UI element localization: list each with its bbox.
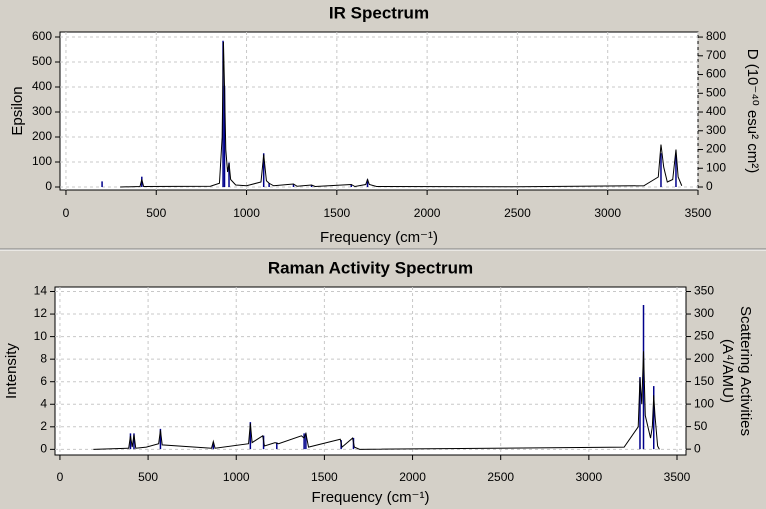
y2-tick-label: 400: [706, 104, 726, 118]
y2-tick-label: 800: [706, 29, 726, 43]
y2-tick-label: 500: [706, 85, 726, 99]
y2-tick-label: 700: [706, 48, 726, 62]
spectrum-line: [93, 351, 660, 450]
x-tick-label: 1000: [233, 206, 260, 220]
y-tick-label: 200: [32, 129, 52, 143]
x-tick-label: 3500: [664, 470, 691, 484]
x-tick-label: 0: [57, 470, 64, 484]
y2-tick-label: 150: [694, 374, 714, 388]
y2-tick-label: 100: [694, 396, 714, 410]
spectrum-line: [120, 41, 683, 188]
y-tick-label: 300: [32, 104, 52, 118]
x-tick-label: 500: [146, 206, 166, 220]
chart-title: Raman Activity Spectrum: [268, 258, 473, 277]
plot-area: [54, 286, 687, 456]
y2-tick-label: 0: [706, 179, 713, 193]
y2-axis-label: D (10⁻⁴⁰ esu² cm²): [744, 49, 761, 174]
y-tick-label: 12: [34, 306, 48, 320]
x-tick-label: 2000: [399, 470, 426, 484]
x-tick-label: 3000: [594, 206, 621, 220]
y-tick-label: 0: [45, 179, 52, 193]
chart-title: IR Spectrum: [329, 3, 429, 22]
y2-tick-label: 200: [706, 142, 726, 156]
x-tick-label: 2000: [414, 206, 441, 220]
y2-axis-label: Scattering Activities: [737, 306, 754, 436]
y2-tick-label: 0: [694, 441, 701, 455]
x-tick-label: 0: [63, 206, 70, 220]
y-tick-label: 400: [32, 79, 52, 93]
y2-tick-label: 350: [694, 284, 714, 298]
y2-tick-label: 250: [694, 329, 714, 343]
y2-tick-label: 300: [706, 123, 726, 137]
y2-tick-label: 100: [706, 160, 726, 174]
x-tick-label: 1500: [311, 470, 338, 484]
y-axis-label: Intensity: [3, 343, 20, 399]
y-tick-label: 10: [34, 329, 48, 343]
y2-tick-label: 600: [706, 67, 726, 81]
y-tick-label: 2: [40, 419, 47, 433]
y-tick-label: 0: [40, 442, 47, 456]
y-tick-label: 600: [32, 29, 52, 43]
y-tick-label: 4: [40, 396, 47, 410]
x-axis-label: Frequency (cm⁻¹): [312, 489, 430, 506]
x-tick-label: 3500: [685, 206, 712, 220]
y-tick-label: 100: [32, 154, 52, 168]
x-tick-label: 2500: [504, 206, 531, 220]
y-tick-label: 6: [40, 374, 47, 388]
y2-tick-label: 50: [694, 419, 708, 433]
x-tick-label: 3000: [576, 470, 603, 484]
x-axis-label: Frequency (cm⁻¹): [320, 229, 438, 246]
x-tick-label: 1500: [323, 206, 350, 220]
y-tick-label: 8: [40, 351, 47, 365]
y2-tick-label: 300: [694, 306, 714, 320]
x-tick-label: 500: [138, 470, 158, 484]
plot-area: [59, 31, 699, 191]
y2-axis-label: (A⁴/AMU): [719, 339, 736, 403]
x-tick-label: 2500: [487, 470, 514, 484]
x-tick-label: 1000: [223, 470, 250, 484]
y-tick-label: 14: [34, 284, 48, 298]
y-axis-label: Epsilon: [9, 86, 26, 135]
y-tick-label: 500: [32, 54, 52, 68]
y2-tick-label: 200: [694, 351, 714, 365]
